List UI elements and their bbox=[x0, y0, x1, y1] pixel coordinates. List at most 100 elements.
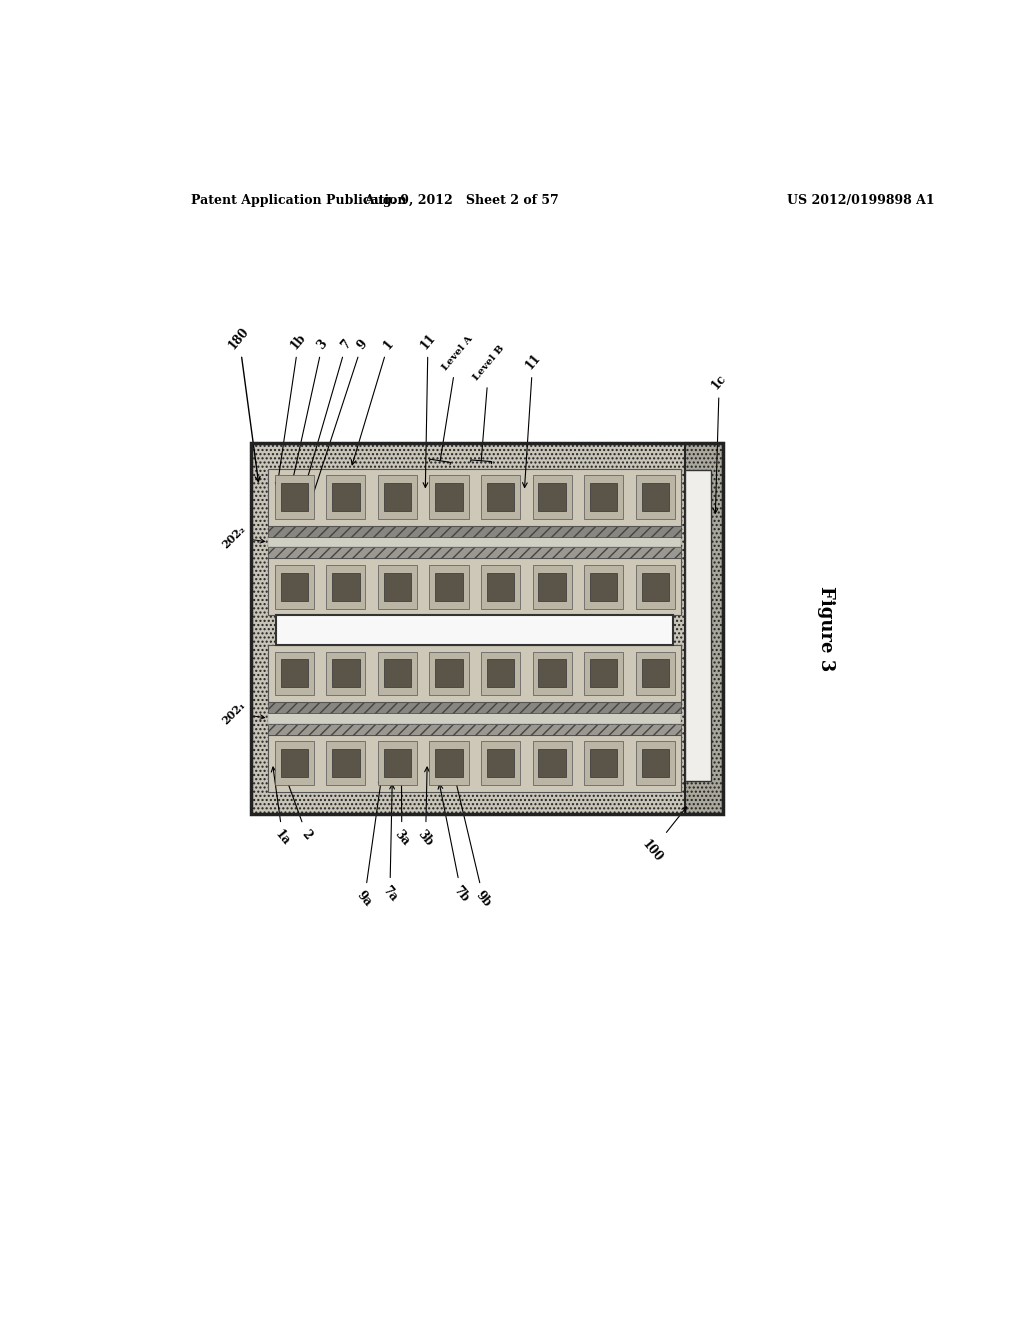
Bar bbox=[590, 660, 617, 688]
Bar bbox=[486, 660, 514, 688]
Text: 11: 11 bbox=[522, 351, 543, 487]
Bar bbox=[268, 644, 681, 702]
Bar bbox=[435, 750, 463, 777]
Bar bbox=[642, 750, 669, 777]
Text: 2: 2 bbox=[284, 772, 314, 842]
Bar bbox=[539, 573, 566, 601]
Bar bbox=[384, 750, 412, 777]
Bar bbox=[481, 475, 520, 519]
Bar bbox=[435, 483, 463, 511]
Bar bbox=[251, 444, 723, 814]
Bar bbox=[584, 475, 624, 519]
Bar bbox=[429, 652, 469, 696]
Bar bbox=[486, 573, 514, 601]
Bar bbox=[274, 475, 314, 519]
Bar bbox=[481, 652, 520, 696]
Bar bbox=[532, 565, 571, 609]
Bar bbox=[435, 660, 463, 688]
Text: Aug. 9, 2012   Sheet 2 of 57: Aug. 9, 2012 Sheet 2 of 57 bbox=[364, 194, 559, 207]
Text: 9: 9 bbox=[307, 337, 370, 511]
Text: Patent Application Publication: Patent Application Publication bbox=[191, 194, 407, 207]
Text: US 2012/0199898 A1: US 2012/0199898 A1 bbox=[786, 194, 934, 207]
Text: 3b: 3b bbox=[416, 767, 436, 849]
Bar bbox=[268, 469, 681, 525]
Bar bbox=[481, 565, 520, 609]
Bar bbox=[539, 660, 566, 688]
Bar bbox=[429, 742, 469, 785]
Bar bbox=[636, 565, 675, 609]
Bar bbox=[251, 444, 723, 814]
Bar bbox=[636, 652, 675, 696]
Bar bbox=[435, 573, 463, 601]
Bar bbox=[281, 573, 308, 601]
Bar bbox=[268, 723, 681, 734]
Bar bbox=[584, 652, 624, 696]
Bar bbox=[685, 444, 723, 814]
Bar bbox=[539, 483, 566, 511]
Bar bbox=[268, 525, 681, 537]
Bar bbox=[636, 475, 675, 519]
Text: 100: 100 bbox=[639, 807, 686, 865]
Bar bbox=[268, 702, 681, 713]
Bar bbox=[384, 483, 412, 511]
Bar bbox=[636, 742, 675, 785]
Bar bbox=[327, 565, 366, 609]
Bar bbox=[532, 742, 571, 785]
Bar bbox=[281, 750, 308, 777]
Bar bbox=[532, 475, 571, 519]
Bar bbox=[378, 475, 417, 519]
Text: 1b: 1b bbox=[275, 331, 309, 487]
Bar bbox=[590, 750, 617, 777]
Bar bbox=[274, 565, 314, 609]
Text: 7b: 7b bbox=[438, 784, 472, 904]
Bar bbox=[268, 548, 681, 558]
Bar bbox=[642, 573, 669, 601]
Bar bbox=[274, 742, 314, 785]
Bar bbox=[332, 483, 359, 511]
Bar bbox=[642, 483, 669, 511]
Bar bbox=[268, 713, 681, 723]
Text: Level B: Level B bbox=[471, 343, 506, 463]
Bar bbox=[584, 565, 624, 609]
Bar bbox=[378, 565, 417, 609]
Bar bbox=[685, 470, 712, 781]
Bar bbox=[281, 483, 308, 511]
Text: 180: 180 bbox=[226, 325, 260, 482]
Text: 11: 11 bbox=[418, 331, 438, 487]
Text: 7a: 7a bbox=[380, 784, 400, 903]
Text: Level A: Level A bbox=[429, 334, 474, 465]
Text: 1: 1 bbox=[351, 337, 396, 465]
Bar bbox=[384, 660, 412, 688]
Text: 202₁: 202₁ bbox=[219, 700, 264, 727]
Text: 3a: 3a bbox=[392, 767, 412, 847]
Bar bbox=[327, 475, 366, 519]
Bar bbox=[590, 483, 617, 511]
Bar bbox=[268, 537, 681, 548]
Text: 1a: 1a bbox=[271, 767, 293, 847]
Text: 1c: 1c bbox=[710, 372, 729, 513]
Text: 202₂: 202₂ bbox=[219, 523, 264, 550]
Bar bbox=[332, 573, 359, 601]
Bar bbox=[429, 475, 469, 519]
Bar bbox=[268, 734, 681, 792]
Bar bbox=[584, 742, 624, 785]
Text: 9a: 9a bbox=[354, 779, 383, 908]
Bar bbox=[274, 652, 314, 696]
Bar bbox=[642, 660, 669, 688]
Bar bbox=[327, 652, 366, 696]
Text: 9b: 9b bbox=[454, 779, 494, 909]
Bar bbox=[486, 483, 514, 511]
Bar bbox=[384, 573, 412, 601]
Text: 7: 7 bbox=[299, 337, 354, 504]
Bar bbox=[378, 742, 417, 785]
Bar bbox=[332, 750, 359, 777]
Bar bbox=[327, 742, 366, 785]
Bar bbox=[281, 660, 308, 688]
Bar bbox=[532, 652, 571, 696]
Bar bbox=[590, 573, 617, 601]
Bar bbox=[429, 565, 469, 609]
Bar bbox=[539, 750, 566, 777]
Bar bbox=[481, 742, 520, 785]
Bar bbox=[486, 750, 514, 777]
Bar bbox=[378, 652, 417, 696]
